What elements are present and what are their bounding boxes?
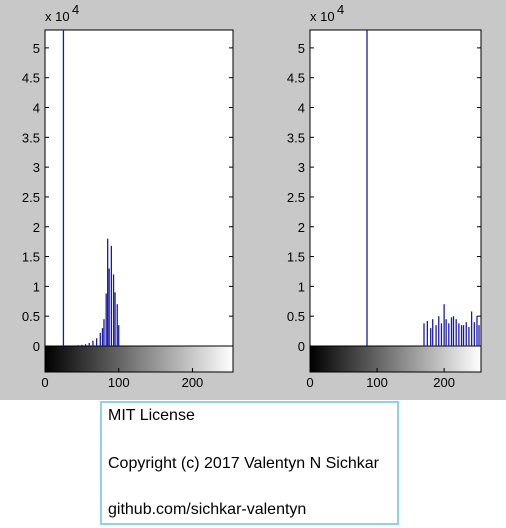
y-tick-label: 0 [298, 339, 305, 354]
y-tick-label: 3.5 [22, 130, 40, 145]
y-tick-label: 1 [298, 279, 305, 294]
y-tick-label: 3 [33, 160, 40, 175]
y-tick-label: 2 [298, 220, 305, 235]
y-scale-exponent: 4 [337, 2, 344, 17]
y-scale-exponent: 4 [72, 2, 79, 17]
y-tick-label: 4 [33, 101, 40, 116]
x-tick-label: 200 [182, 375, 204, 390]
y-tick-label: 0.5 [22, 309, 40, 324]
y-scale-label: x 10 [45, 9, 70, 24]
plot-area [309, 29, 482, 347]
x-tick-label: 0 [41, 375, 48, 390]
y-tick-label: 3 [298, 160, 305, 175]
copyright-text: Copyright (c) 2017 Valentyn N Sichkar [108, 455, 379, 472]
x-tick-label: 100 [366, 375, 388, 390]
x-tick-label: 100 [108, 375, 130, 390]
github-link-text: github.com/sichkar-valentyn [108, 501, 307, 518]
y-tick-label: 2.5 [287, 190, 305, 205]
x-tick-label: 200 [433, 375, 455, 390]
y-tick-label: 3.5 [287, 130, 305, 145]
plot-area [44, 29, 234, 347]
histogram-figure: 0 0.5 1 1.5 2 2.5 3 3.5 4 4.5 5 0 100 200 x 10 4 0 0.5 1 1.… [0, 0, 506, 400]
y-tick-label: 4.5 [287, 71, 305, 86]
license-box: MIT License Copyright (c) 2017 Valentyn … [100, 401, 399, 525]
y-tick-label: 1.5 [287, 250, 305, 265]
y-tick-label: 0 [33, 339, 40, 354]
y-tick-label: 2.5 [22, 190, 40, 205]
y-tick-label: 4 [298, 101, 305, 116]
grayscale-colorbar [44, 345, 234, 373]
y-tick-label: 2 [33, 220, 40, 235]
x-tick-label: 0 [306, 375, 313, 390]
y-tick-label: 4.5 [22, 71, 40, 86]
license-title: MIT License [108, 407, 195, 424]
y-tick-label: 1 [33, 279, 40, 294]
y-tick-label: 5 [33, 41, 40, 56]
y-tick-label: 1.5 [22, 250, 40, 265]
grayscale-colorbar [309, 345, 482, 373]
y-tick-label: 0.5 [287, 309, 305, 324]
y-scale-label: x 10 [310, 9, 335, 24]
y-tick-label: 5 [298, 41, 305, 56]
